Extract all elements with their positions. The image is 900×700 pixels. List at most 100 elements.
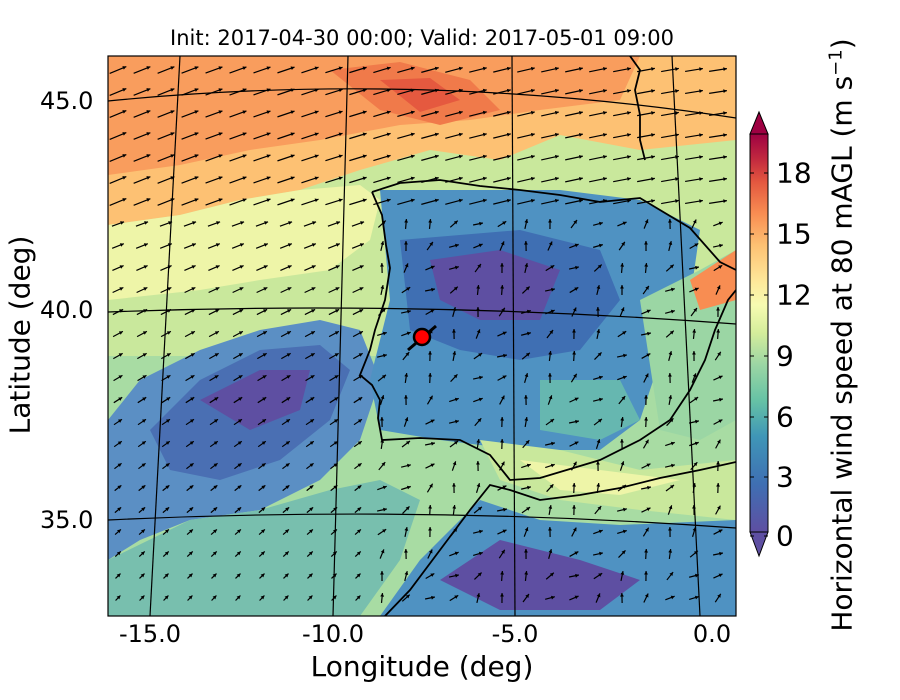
wind-arrow-head: [500, 417, 504, 421]
wind-arrow-head: [550, 463, 555, 468]
wind-arrow-head: [170, 132, 175, 136]
wind-arrow-head: [189, 485, 194, 490]
wind-arrow-head: [500, 439, 504, 443]
wind-arrow-head: [242, 66, 247, 70]
wind-arrow-head: [716, 285, 721, 290]
wind-arrow-head: [358, 375, 363, 379]
wind-arrow-head: [476, 439, 481, 443]
wind-arrow-head: [287, 265, 292, 269]
wind-arrow-head: [668, 219, 672, 223]
wind-arrow-head: [380, 571, 384, 575]
wind-arrow-head: [430, 419, 435, 424]
wind-arrow-head: [263, 243, 268, 247]
wind-arrow-head: [572, 351, 577, 355]
wind-arrow-head: [360, 221, 365, 225]
wind-arrow-head: [359, 287, 364, 291]
wind-arrow-head: [620, 285, 624, 289]
wind-arrow-head: [644, 549, 649, 553]
wind-arrow-head: [290, 198, 295, 203]
wind-arrow-head: [218, 154, 223, 158]
wind-arrow-head: [165, 441, 170, 445]
wind-arrow-head: [548, 505, 553, 509]
wind-arrow-head: [122, 154, 127, 158]
x-tick-label: -10.0: [301, 620, 365, 648]
wind-arrow-head: [380, 395, 385, 400]
wind-arrow-head: [434, 132, 439, 137]
wind-arrow-head: [191, 265, 196, 269]
wind-arrow-head: [146, 110, 151, 114]
wind-arrow-head: [428, 549, 433, 554]
wind-arrow-head: [214, 331, 219, 335]
wind-arrow-head: [692, 329, 697, 333]
wind-arrow-head: [380, 285, 385, 289]
colorbar-tick-label: 9: [776, 339, 794, 373]
wind-arrow-head: [190, 397, 195, 401]
wind-arrow-head: [525, 440, 530, 445]
wind-arrow-head: [646, 353, 651, 357]
wind-arrow-head: [548, 351, 553, 355]
wind-arrow-head: [452, 483, 456, 487]
wind-arrow-head: [263, 265, 268, 269]
wind-arrow-head: [554, 154, 559, 159]
wind-arrow-head: [573, 373, 577, 378]
wind-arrow-head: [266, 132, 271, 137]
wind-arrow-head: [554, 88, 559, 93]
wind-arrow-head: [166, 397, 171, 401]
wind-arrow-head: [237, 507, 242, 512]
wind-arrow-head: [334, 353, 339, 357]
wind-arrow-head: [530, 132, 535, 137]
wind-arrow-head: [333, 441, 338, 445]
wind-arrow-head: [380, 593, 385, 597]
wind-arrow-head: [455, 419, 459, 424]
wind-arrow-head: [236, 573, 241, 578]
wind-arrow-head: [358, 353, 363, 357]
wind-arrow-head: [381, 374, 386, 379]
wind-arrow-head: [718, 375, 723, 380]
wind-arrow-head: [668, 527, 672, 531]
wind-arrow-head: [406, 331, 411, 336]
wind-arrow-head: [669, 264, 674, 269]
wind-arrow-head: [189, 441, 194, 445]
wind-arrow-head: [122, 110, 127, 114]
wind-arrow-head: [622, 331, 627, 335]
wind-arrow-head: [554, 66, 559, 71]
wind-arrow-head: [478, 353, 483, 357]
wind-arrow-head: [118, 375, 123, 379]
x-axis-label: Longitude (deg): [310, 650, 534, 683]
wind-arrow-head: [455, 573, 459, 578]
colorbar-tick-label: 18: [776, 156, 812, 190]
wind-arrow-head: [308, 595, 313, 600]
wind-arrow-head: [554, 198, 559, 203]
wind-arrow-head: [550, 595, 555, 600]
wind-arrow-head: [627, 67, 631, 71]
wind-arrow-head: [380, 241, 385, 246]
wind-arrow-head: [116, 573, 121, 578]
wind-arrow-head: [188, 551, 193, 556]
wind-arrow-head: [428, 505, 433, 509]
wind-arrow-head: [314, 66, 319, 71]
wind-arrow-head: [554, 110, 559, 115]
wind-arrow-head: [693, 462, 698, 467]
wind-arrow-head: [362, 132, 367, 137]
wind-arrow-head: [382, 353, 387, 358]
wind-arrow-head: [718, 265, 723, 269]
wind-arrow-head: [551, 441, 555, 446]
wind-arrow-head: [141, 463, 146, 467]
wind-arrow-head: [261, 507, 266, 512]
wind-arrow-head: [723, 89, 727, 94]
wind-arrow-head: [122, 88, 127, 92]
wind-arrow-head: [549, 572, 554, 577]
wind-arrow-head: [454, 265, 459, 270]
wind-arrow-head: [550, 265, 555, 269]
wind-arrow-head: [694, 595, 699, 600]
wind-arrow-head: [506, 154, 511, 159]
wind-arrow-head: [141, 485, 146, 490]
wind-arrow-head: [240, 221, 245, 225]
wind-arrow-head: [477, 263, 481, 268]
wind-arrow-head: [260, 573, 265, 578]
wind-arrow-head: [502, 485, 507, 490]
wind-arrow-head: [287, 243, 292, 247]
wind-arrow-head: [675, 89, 679, 93]
wind-arrow-head: [122, 198, 127, 202]
wind-arrow-head: [190, 375, 195, 379]
